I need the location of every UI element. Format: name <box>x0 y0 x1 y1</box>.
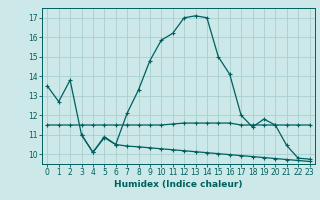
X-axis label: Humidex (Indice chaleur): Humidex (Indice chaleur) <box>114 180 243 189</box>
